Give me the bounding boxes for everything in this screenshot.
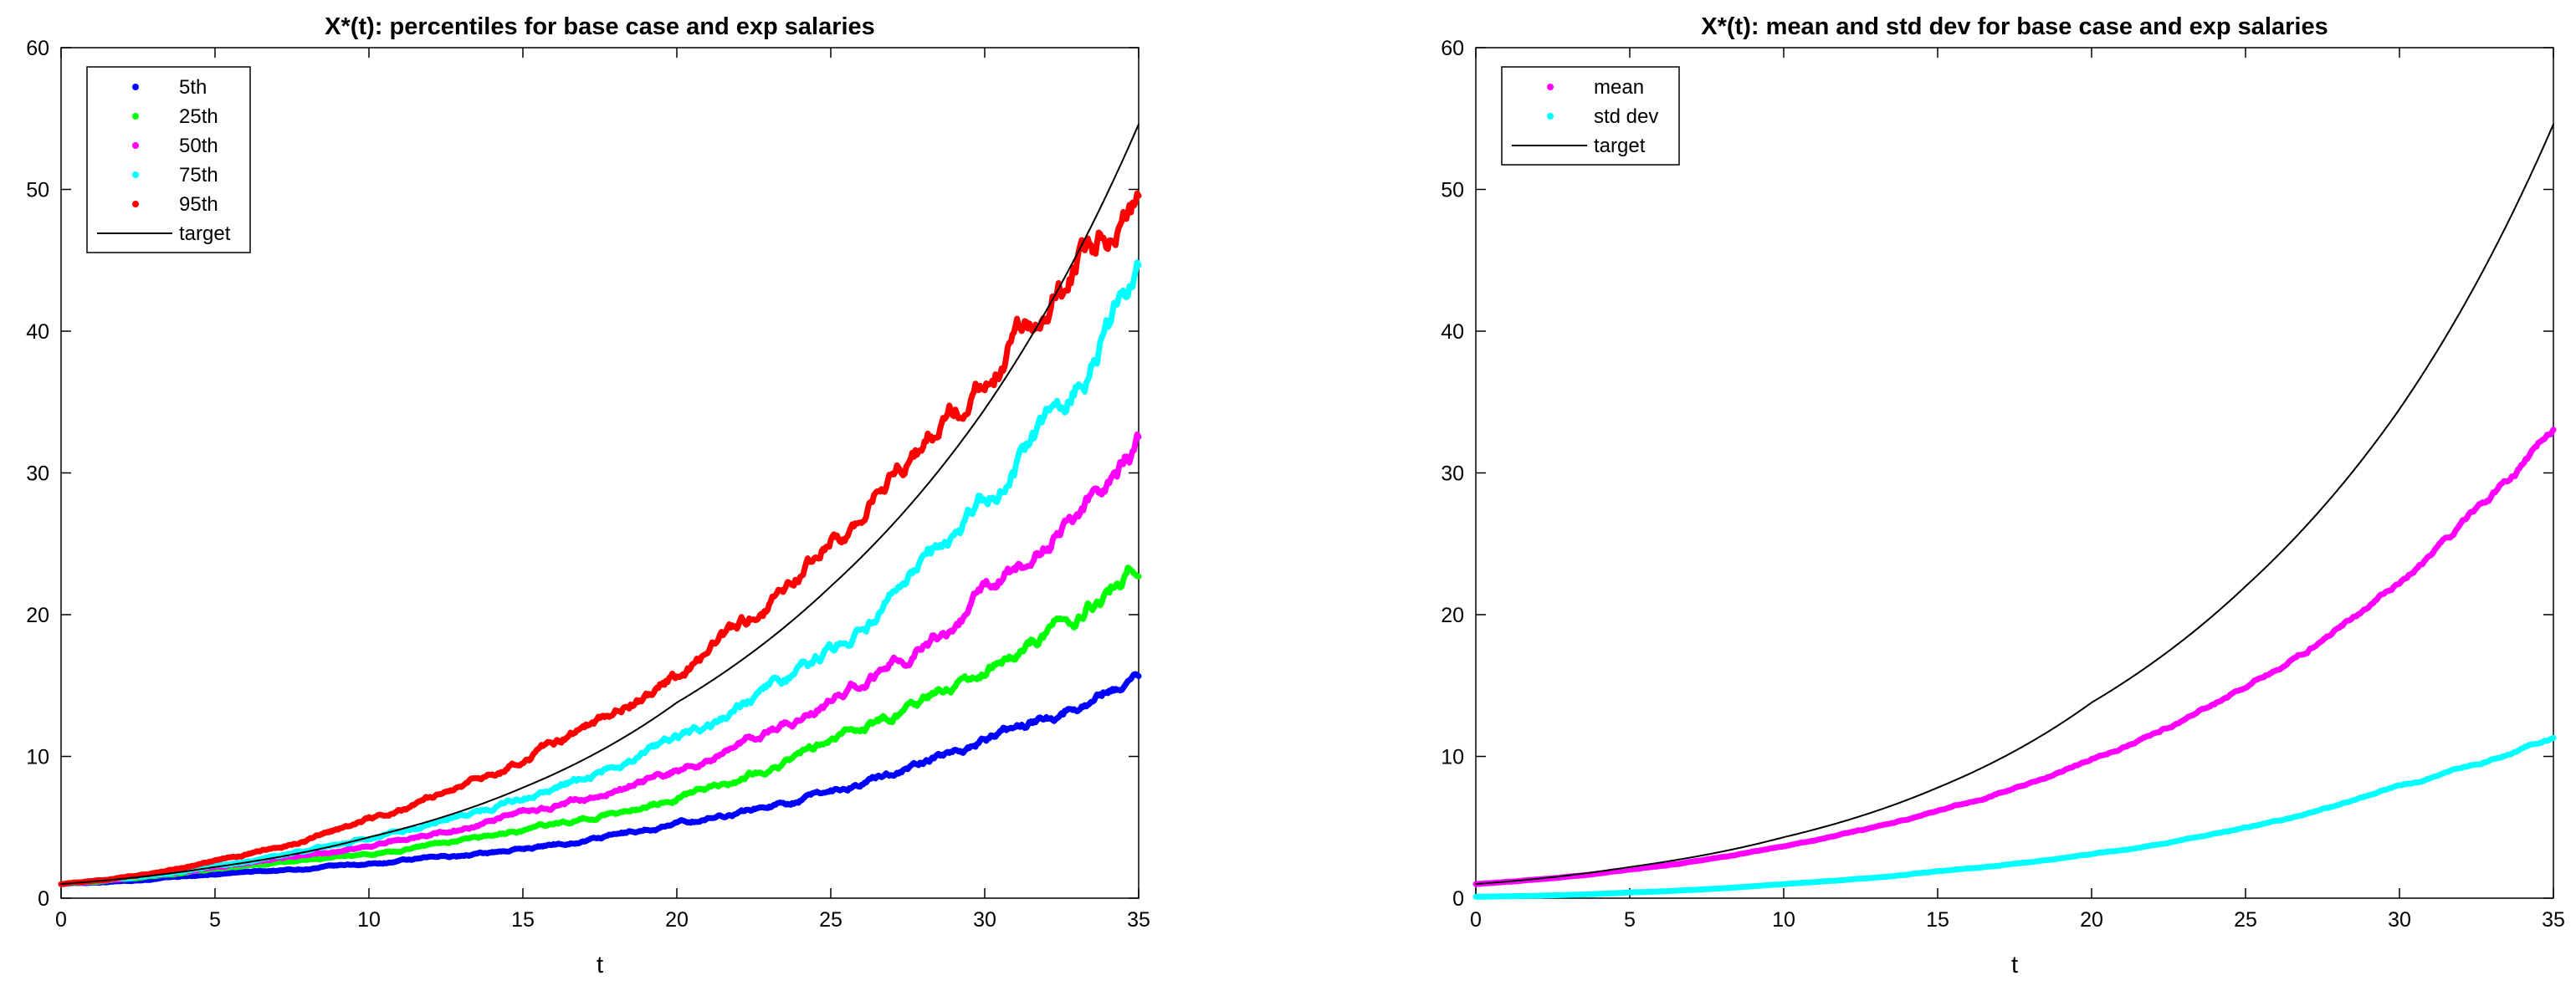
x-tick-label: 20 [2080, 908, 2103, 932]
legend-label: 5th [179, 76, 207, 99]
series-95th [58, 190, 1142, 887]
legend-label: 25th [179, 105, 218, 128]
x-tick-label: 30 [2388, 908, 2411, 932]
legend-marker [132, 201, 139, 207]
series-target [60, 123, 1139, 885]
x-tick-label: 5 [209, 908, 221, 932]
x-tick-label: 15 [1926, 908, 1949, 932]
legend-marker [132, 142, 139, 149]
x-axis-label: t [2011, 952, 2018, 978]
legend-label: 95th [179, 193, 218, 216]
y-tick-label: 0 [38, 887, 49, 911]
y-tick-label: 50 [26, 179, 49, 202]
y-tick-label: 0 [1452, 887, 1464, 911]
x-tick-label: 30 [973, 908, 996, 932]
mean-std-panel: X*(t): mean and std dev for base case an… [1441, 13, 2565, 978]
legend-marker [132, 84, 139, 90]
chart-title: X*(t): percentiles for base case and exp… [325, 13, 875, 40]
legend-label: 50th [179, 135, 218, 157]
legend-label: target [1594, 135, 1646, 157]
x-tick-label: 0 [55, 908, 67, 932]
x-tick-label: 10 [1772, 908, 1795, 932]
x-tick-label: 15 [511, 908, 535, 932]
legend-label: std dev [1594, 105, 1658, 128]
y-tick-label: 10 [1441, 746, 1464, 769]
series-target [1475, 123, 2554, 885]
legend-marker [132, 113, 139, 120]
y-tick-label: 30 [26, 462, 49, 486]
series-std-dev [1472, 734, 2557, 900]
chart-title: X*(t): mean and std dev for base case an… [1701, 13, 2328, 40]
y-tick-label: 30 [1441, 462, 1464, 486]
x-axis-label: t [597, 952, 603, 978]
legend-label: target [179, 222, 231, 245]
x-tick-label: 0 [1470, 908, 1482, 932]
x-tick-label: 25 [819, 908, 842, 932]
legend-box [86, 66, 251, 253]
series-mean [1472, 427, 2557, 887]
y-tick-label: 20 [26, 604, 49, 627]
y-tick-label: 40 [26, 320, 49, 344]
x-tick-label: 35 [2542, 908, 2565, 932]
x-tick-label: 20 [665, 908, 689, 932]
y-tick-label: 40 [1441, 320, 1464, 344]
legend-marker [1547, 113, 1554, 120]
y-tick-label: 60 [26, 37, 49, 60]
legend-marker [1547, 84, 1554, 90]
percentiles-panel: X*(t): percentiles for base case and exp… [26, 13, 1150, 978]
y-tick-label: 50 [1441, 179, 1464, 202]
y-tick-label: 60 [1441, 37, 1464, 60]
legend-label: mean [1594, 76, 1644, 99]
legend-marker [132, 171, 139, 178]
x-tick-label: 25 [2234, 908, 2257, 932]
series-5th [58, 671, 1142, 887]
x-tick-label: 35 [1127, 908, 1150, 932]
y-tick-label: 10 [26, 746, 49, 769]
legend-box [1501, 66, 1680, 166]
legend-label: 75th [179, 164, 218, 186]
x-tick-label: 10 [357, 908, 381, 932]
y-tick-label: 20 [1441, 604, 1464, 627]
series-75th [58, 259, 1142, 887]
plot-area [1475, 47, 2554, 899]
x-tick-label: 5 [1624, 908, 1636, 932]
